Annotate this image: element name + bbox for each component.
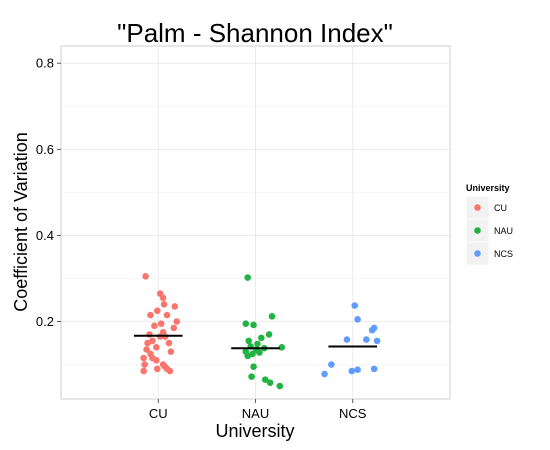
data-point-cu [171, 303, 179, 310]
data-point-cu [142, 273, 149, 280]
data-point-nau [265, 331, 273, 338]
data-point-cu [170, 324, 178, 332]
data-point-cu [147, 311, 154, 319]
data-point-ncs [348, 367, 356, 375]
x-tick-label: NCS [339, 406, 367, 421]
data-point-nau [266, 379, 274, 386]
data-point-nau [256, 349, 263, 356]
data-point-ncs [343, 336, 351, 343]
y-tick-label: 0.4 [36, 228, 54, 243]
data-point-cu [153, 365, 161, 373]
data-point-cu [143, 346, 150, 353]
legend-marker-ncs [474, 250, 481, 257]
y-tick-label: 0.8 [36, 56, 54, 71]
data-point-nau [242, 320, 250, 327]
legend-title: University [466, 183, 510, 193]
data-point-ncs [363, 336, 370, 343]
data-point-cu [159, 294, 167, 302]
data-point-cu [165, 339, 173, 347]
data-point-nau [244, 352, 252, 360]
data-point-nau [261, 376, 269, 383]
data-point-cu [153, 344, 160, 351]
legend: University CU NAU NCS [465, 183, 513, 266]
x-tick-label: NAU [242, 406, 269, 421]
chart-title: "Palm - Shannon Index" [117, 18, 393, 48]
legend-label-ncs: NCS [494, 249, 513, 259]
y-tick-label: 0.2 [36, 314, 54, 329]
data-point-cu [144, 339, 151, 347]
data-point-ncs [321, 370, 328, 378]
data-point-nau [278, 344, 286, 351]
data-point-ncs [354, 366, 361, 374]
data-point-cu [163, 311, 171, 319]
data-point-cu [166, 367, 174, 375]
data-point-cu [153, 356, 160, 364]
mean-lines [133, 334, 378, 350]
data-point-nau [276, 382, 284, 390]
data-point-cu [140, 367, 147, 375]
data-point-nau [258, 334, 265, 342]
data-point-ncs [328, 361, 335, 368]
data-point-cu [146, 331, 153, 338]
data-point-nau [250, 321, 257, 329]
data-point-nau [244, 274, 252, 281]
data-point-ncs [370, 365, 378, 373]
data-point-cu [160, 300, 168, 308]
legend-marker-nau [474, 227, 481, 234]
data-point-cu [141, 361, 148, 368]
data-point-cu [151, 322, 158, 330]
y-axis-title: Coefficient of Variation [11, 132, 31, 311]
data-point-cu [157, 320, 165, 327]
data-point-nau [254, 340, 261, 348]
y-axis: 0.2 0.4 0.6 0.8 [36, 56, 61, 329]
data-point-ncs [354, 316, 361, 323]
data-point-ncs [373, 337, 381, 345]
legend-marker-cu [474, 204, 481, 211]
x-axis: CU NAU NCS [149, 399, 367, 421]
major-gridlines [61, 46, 450, 399]
x-axis-title: University [215, 421, 294, 441]
legend-label-cu: CU [494, 203, 507, 213]
data-point-nau [250, 363, 257, 371]
x-tick-label: CU [149, 406, 168, 421]
data-point-cu [140, 354, 147, 362]
y-tick-label: 0.6 [36, 142, 54, 157]
data-point-ncs [351, 302, 358, 309]
data-point-nau [245, 337, 252, 345]
data-point-nau [248, 373, 255, 380]
data-point-cu [167, 348, 175, 355]
data-point-cu [173, 318, 181, 325]
data-point-cu [153, 307, 161, 315]
legend-label-nau: NAU [494, 226, 513, 236]
data-point-ncs [368, 326, 376, 334]
data-point-nau [268, 313, 276, 320]
